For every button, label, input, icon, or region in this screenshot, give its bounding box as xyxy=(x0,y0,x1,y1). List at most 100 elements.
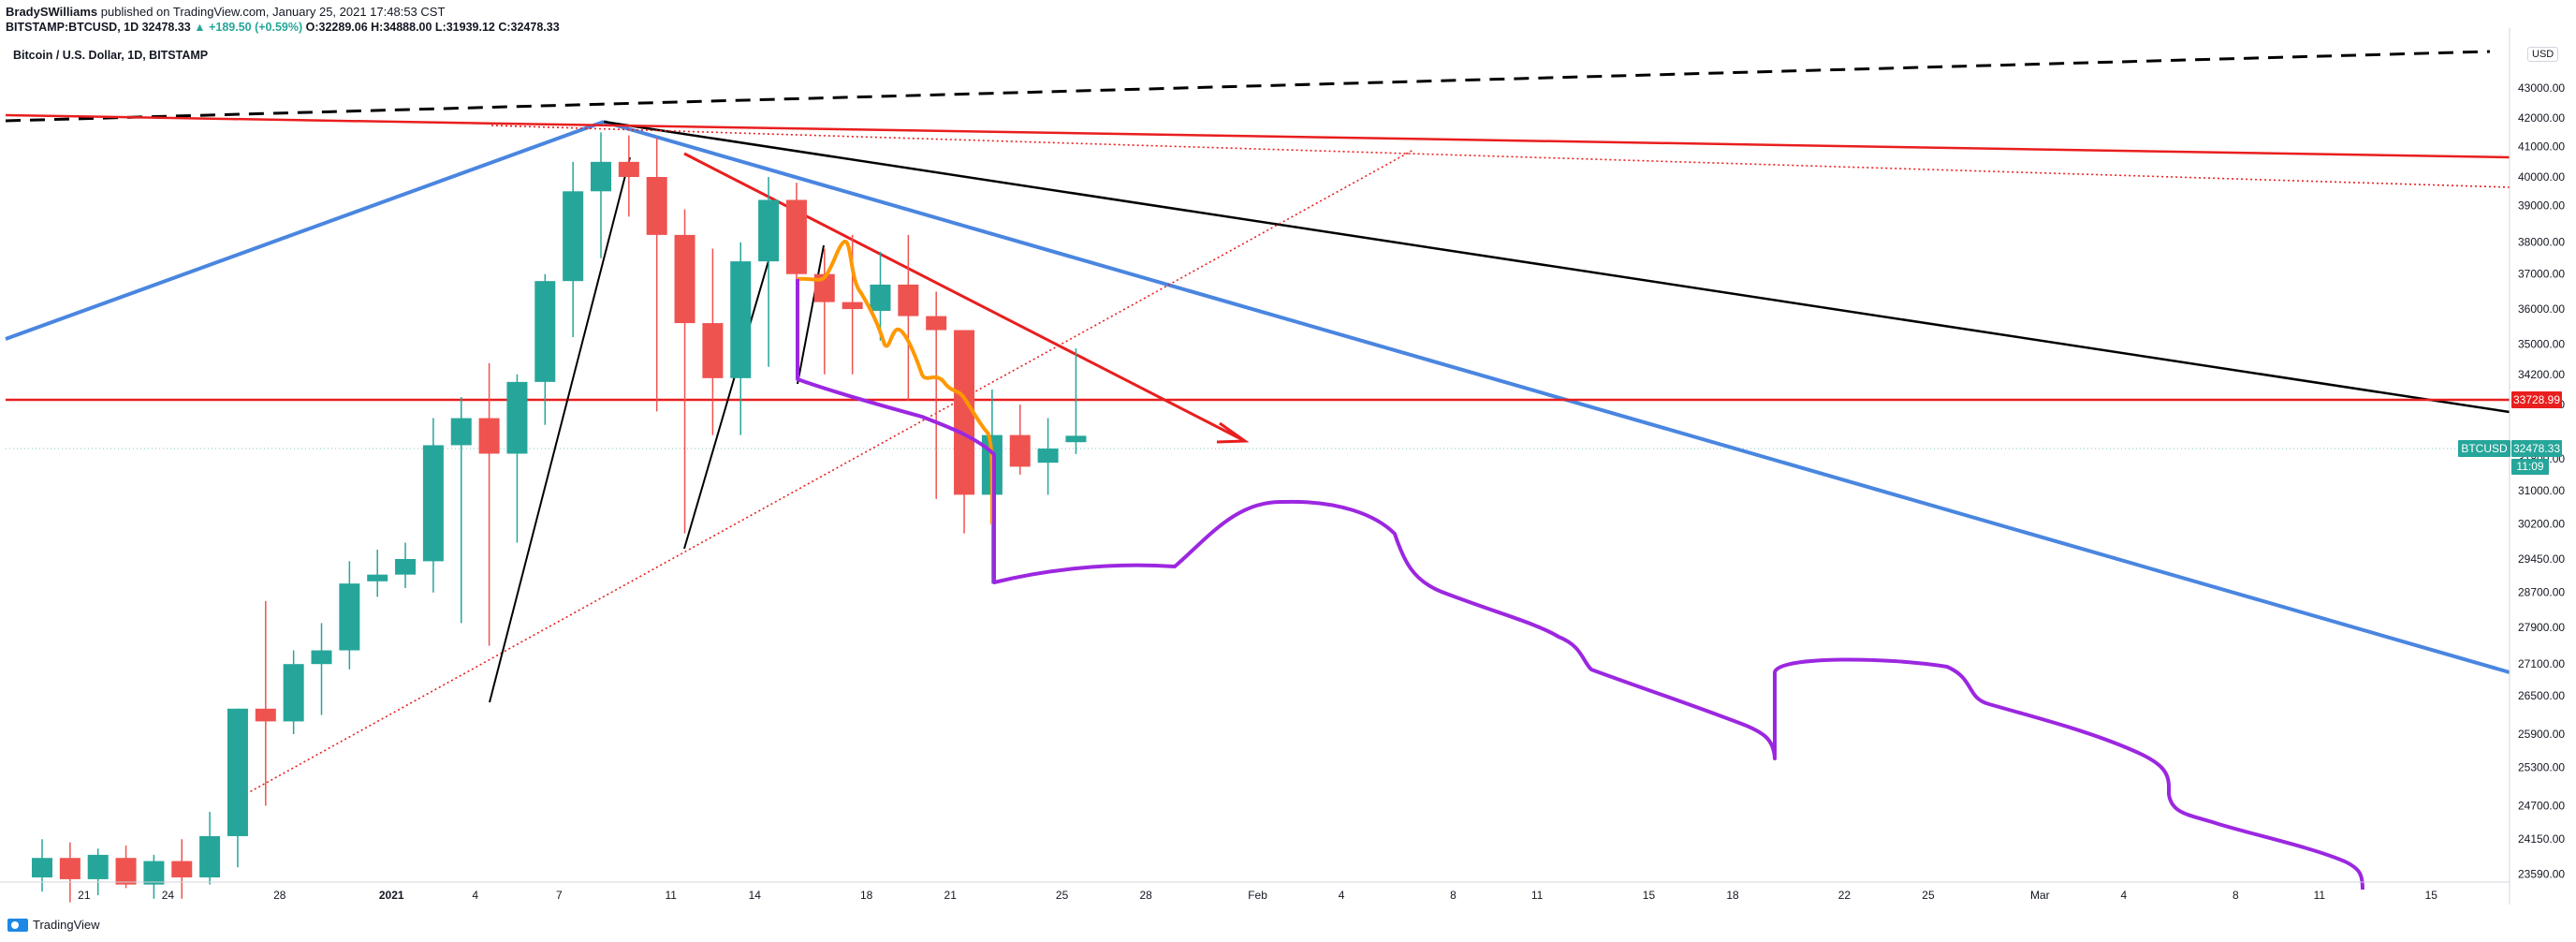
candle xyxy=(534,273,556,425)
orange-projection-path xyxy=(797,240,994,525)
candle-body xyxy=(450,418,472,446)
time-tick-label: Mar xyxy=(2030,889,2050,902)
candle-body xyxy=(730,261,752,378)
time-tick-label: 11 xyxy=(665,889,677,902)
level-price-tag-text: 33728.99 xyxy=(2513,393,2560,406)
candle-body xyxy=(785,199,807,274)
price-tick-label: 43000.00 xyxy=(2518,81,2565,95)
price-tick-label: 26500.00 xyxy=(2518,689,2565,702)
candle xyxy=(1009,405,1031,475)
candle xyxy=(32,839,52,892)
candle xyxy=(311,623,332,715)
price-tick-label: 24700.00 xyxy=(2518,800,2565,813)
tradingview-brand: TradingView xyxy=(33,918,100,932)
candle-body xyxy=(87,854,109,879)
time-tick-label: 2021 xyxy=(379,889,404,902)
time-tick-label: 7 xyxy=(556,889,563,902)
symbol-tag xyxy=(2458,440,2510,457)
blue-support-line xyxy=(5,120,605,341)
candle xyxy=(730,242,752,435)
time-tick-label: 15 xyxy=(1643,889,1656,902)
time-tick-label: 21 xyxy=(944,889,958,902)
candle xyxy=(563,161,584,338)
time-tick-label: 11 xyxy=(2314,889,2326,902)
candle xyxy=(926,291,947,499)
candle xyxy=(842,234,863,375)
candle xyxy=(171,839,193,899)
time-tick-label: 28 xyxy=(273,889,286,902)
level-price-tag xyxy=(2511,391,2562,408)
candle-body xyxy=(674,234,695,324)
price-tick-label: 38000.00 xyxy=(2518,236,2565,249)
candle-body xyxy=(563,191,584,282)
price-change: ▲ +189.50 (+0.59%) xyxy=(194,21,303,34)
candle xyxy=(227,708,248,868)
candle-body xyxy=(646,177,667,235)
price-tick-label: 27900.00 xyxy=(2518,621,2565,634)
price-tick-label: 27100.00 xyxy=(2518,657,2565,670)
candle xyxy=(898,234,919,402)
candle xyxy=(674,209,695,534)
candle xyxy=(115,845,137,889)
currency-button[interactable]: USD xyxy=(2527,47,2559,62)
price-tick-label: 30200.00 xyxy=(2518,518,2565,531)
candle-body xyxy=(506,381,528,454)
black-downtrend-line xyxy=(603,120,2510,414)
price-tick-label: 42000.00 xyxy=(2518,111,2565,125)
candle-body xyxy=(199,835,221,878)
tradingview-logo[interactable]: TradingView xyxy=(7,918,100,932)
price-tick-label: 34200.00 xyxy=(2518,368,2565,381)
candle xyxy=(422,418,444,593)
candle-body xyxy=(1009,434,1031,467)
price-axis[interactable]: 43000.00 42000.00 41000.00 40000.00 39000.00… xyxy=(2458,28,2565,905)
published-text: published on TradingView.com, January 25… xyxy=(100,5,446,19)
candle-body xyxy=(534,281,556,382)
candle-body xyxy=(478,418,500,454)
time-axis-ticks: 21 24 28 2021 4 7 11 14 18 21 25 28 Feb 4 8 11 15 18 22 25 M… xyxy=(78,889,2437,902)
candle-body xyxy=(1037,449,1059,464)
chart-title: Bitcoin / U.S. Dollar, 1D, BITSTAMP xyxy=(13,49,209,62)
symbol-info: BITSTAMP:BTCUSD, 1D 32478.33 xyxy=(6,21,191,34)
price-tick-label: 24150.00 xyxy=(2518,832,2565,846)
candle xyxy=(395,542,417,588)
last-price-tag-text: 32478.33 xyxy=(2513,442,2560,455)
time-tick-label: 22 xyxy=(1838,889,1852,902)
candle xyxy=(450,397,472,624)
candle-body xyxy=(758,199,780,262)
price-tick-label: 41000.00 xyxy=(2518,140,2565,154)
candle xyxy=(1037,418,1059,495)
time-tick-label: 11 xyxy=(1531,889,1544,902)
time-tick-label: 15 xyxy=(2425,889,2438,902)
time-axis[interactable]: 21 24 28 2021 4 7 11 14 18 21 25 28 Feb 4 8 11 15 18 22 25 M… xyxy=(0,881,2510,902)
candle xyxy=(367,550,388,597)
candle-body xyxy=(32,858,52,878)
black-impulse-line-1 xyxy=(489,156,631,703)
symbol-tag-text: BTCUSD xyxy=(2461,442,2508,455)
price-tick-label: 25300.00 xyxy=(2518,761,2565,774)
candle-body xyxy=(926,316,947,331)
candle xyxy=(646,138,667,412)
black-impulse-line-3 xyxy=(797,244,825,385)
candle xyxy=(283,650,304,734)
candle-body xyxy=(255,708,276,722)
candle xyxy=(255,601,276,806)
price-tick-label: 40000.00 xyxy=(2518,170,2565,184)
candle-body xyxy=(618,161,639,177)
candle-body xyxy=(283,664,304,722)
time-tick-label: 25 xyxy=(1922,889,1935,902)
candle-body xyxy=(591,161,611,192)
candle xyxy=(870,251,891,341)
candle-body xyxy=(339,583,360,651)
candle xyxy=(702,248,724,435)
projection-paths xyxy=(796,240,2364,890)
candle xyxy=(954,330,975,534)
candle xyxy=(618,135,639,217)
candle-body xyxy=(842,302,863,310)
candle xyxy=(478,362,500,646)
tradingview-logo-icon xyxy=(7,918,28,932)
time-tick-label: 21 xyxy=(78,889,91,902)
author-name[interactable]: BradySWilliams xyxy=(6,5,98,19)
candle-body xyxy=(898,284,919,316)
candle-body xyxy=(702,323,724,378)
